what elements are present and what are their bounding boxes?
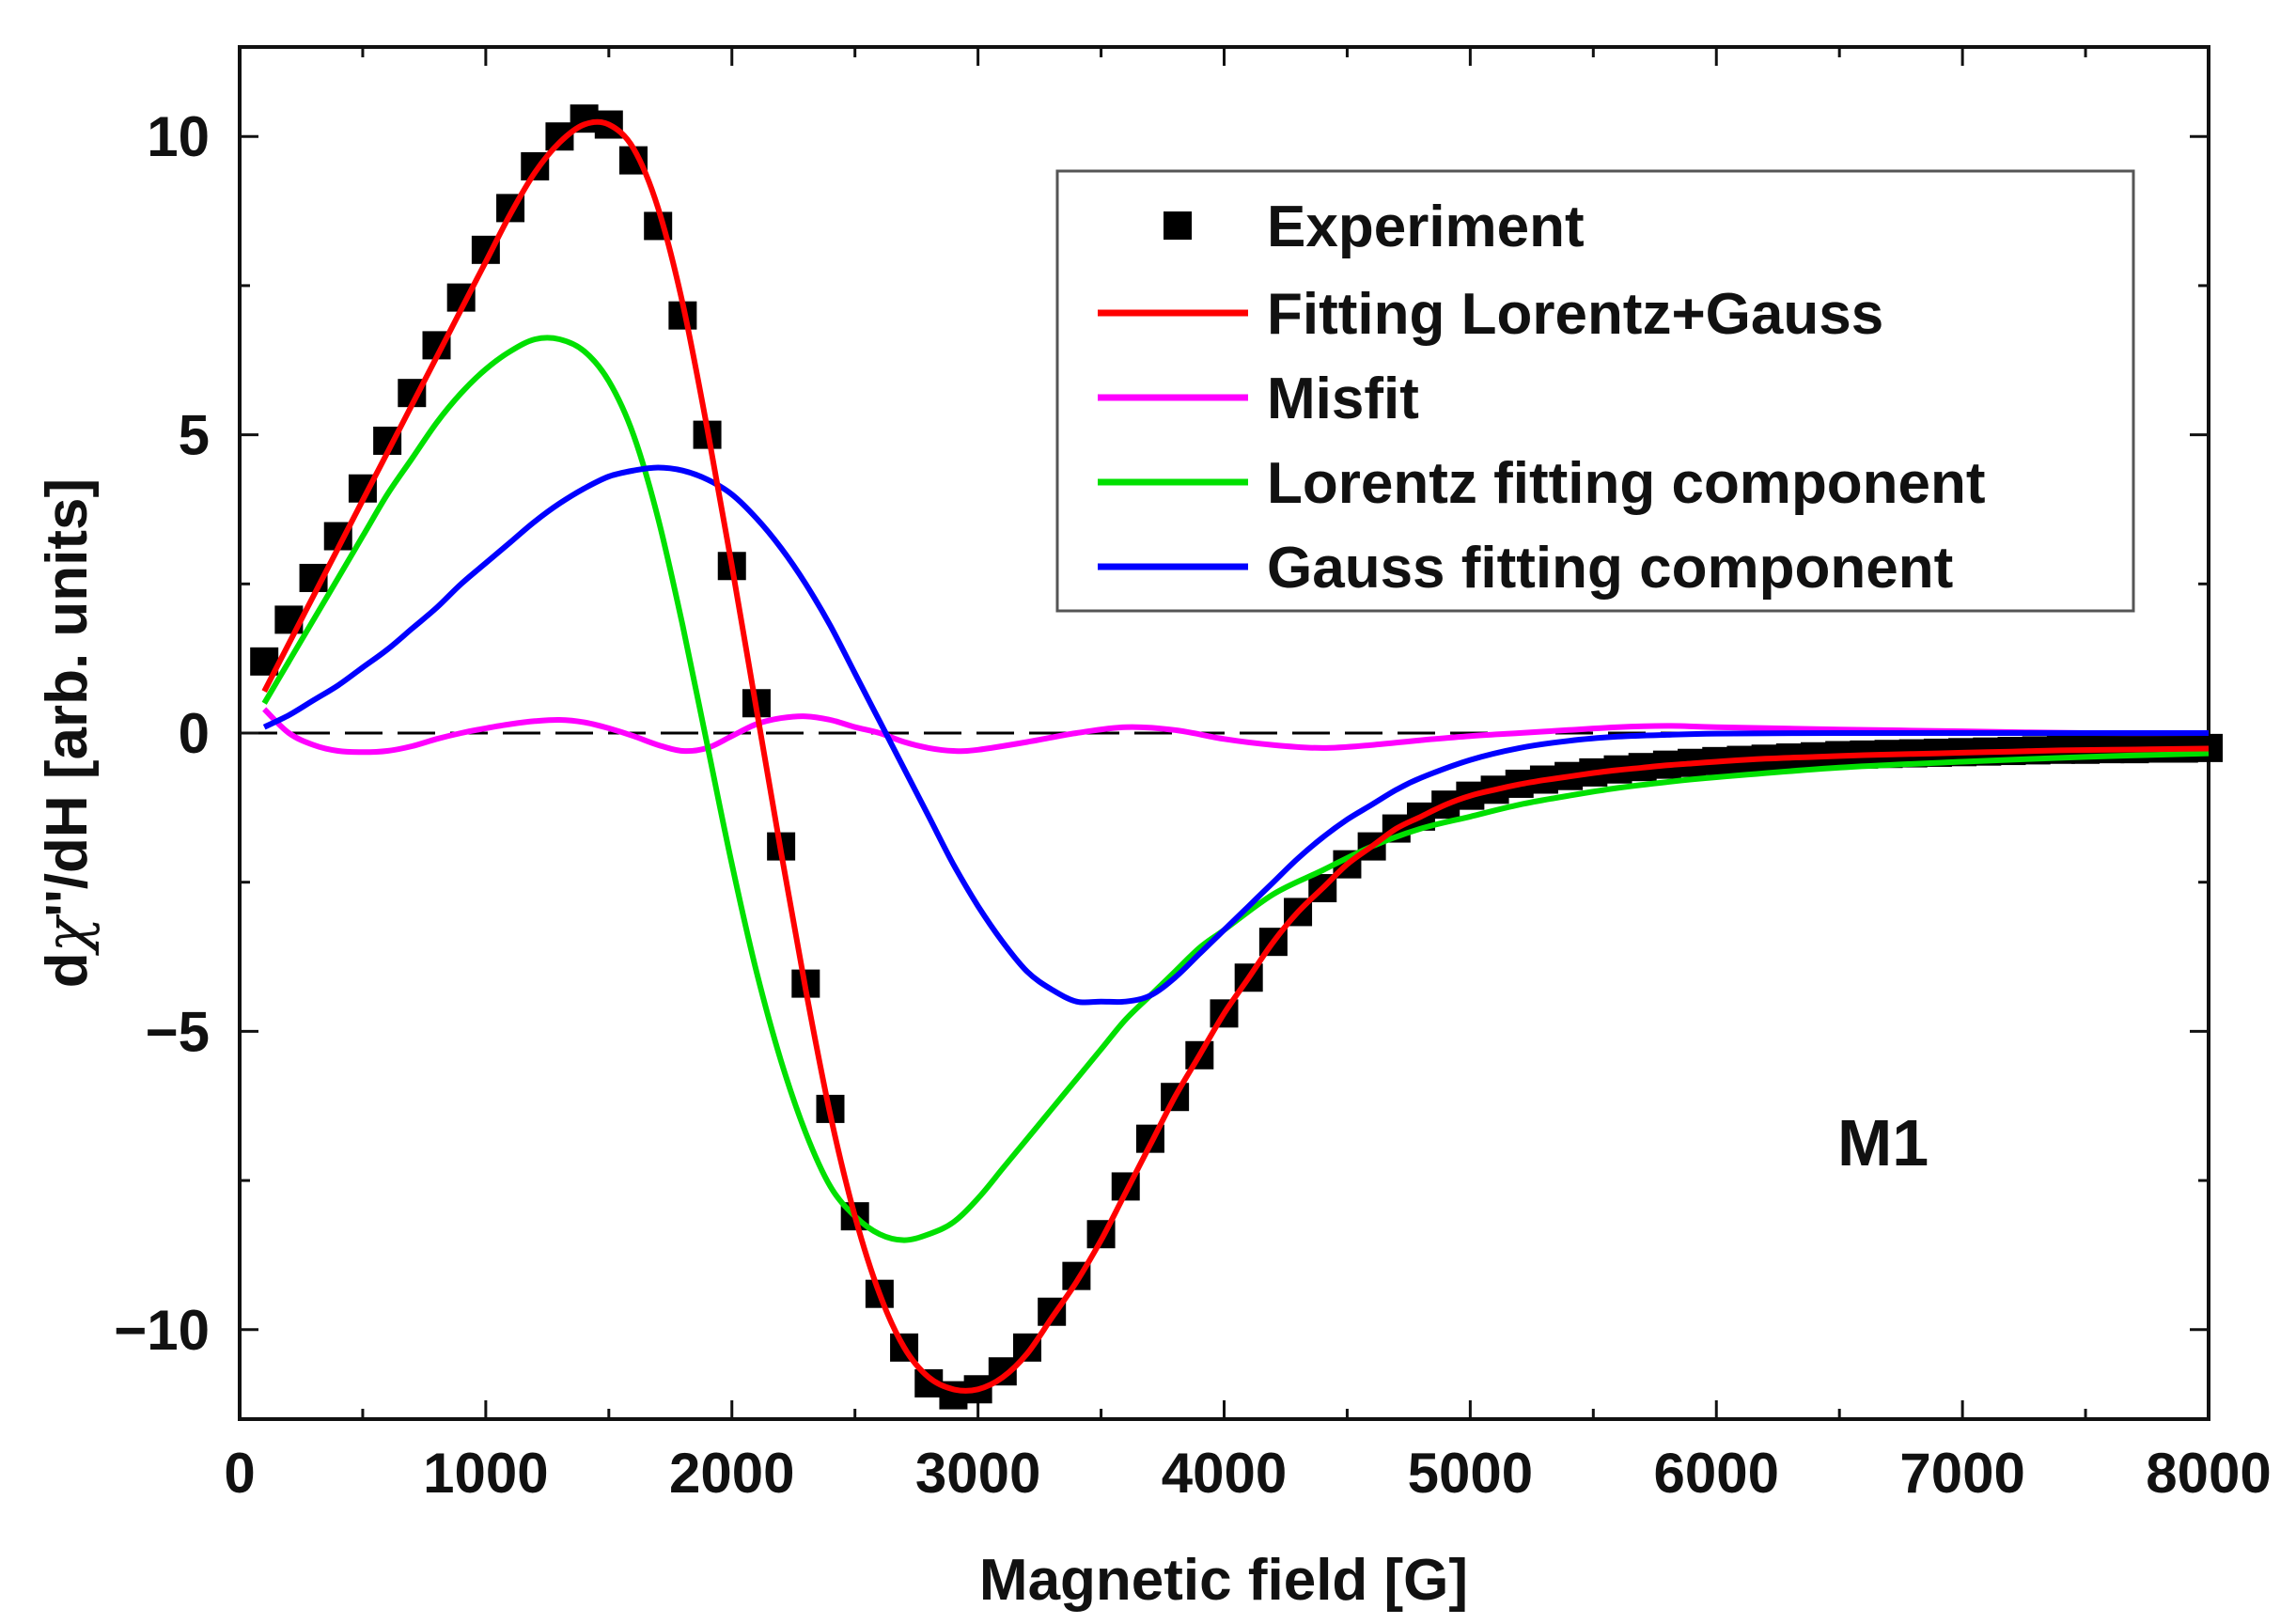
- legend: Experiment Fitting Lorentz+Gauss Misfit …: [1055, 169, 2135, 613]
- legend-label-experiment: Experiment: [1267, 195, 1585, 259]
- y-axis-label-prefix: d: [35, 952, 100, 988]
- x-tick-label: 7000: [1899, 1442, 2024, 1505]
- y-tick-label: −10: [114, 1299, 210, 1362]
- legend-label-misfit: Misfit: [1267, 367, 1419, 431]
- legend-label-lorentz: Lorentz fitting component: [1267, 451, 1986, 516]
- fit-line: [261, 118, 2210, 1394]
- legend-label-fit: Fitting Lorentz+Gauss: [1267, 282, 1883, 347]
- x-tick-label: 0: [224, 1442, 255, 1505]
- legend-label-gauss: Gauss fitting component: [1267, 536, 1953, 601]
- y-tick-label: 5: [179, 404, 210, 467]
- legend-box: [1055, 169, 2135, 613]
- y-axis-label-suffix: ''/dH [arb. units]: [35, 478, 100, 917]
- x-tick-label: 3000: [915, 1442, 1040, 1505]
- lorentz-component-line: [261, 335, 2210, 1243]
- gauss-component-line: [262, 464, 2209, 1006]
- y-tick-label: −5: [146, 1000, 210, 1063]
- x-tick-label: 8000: [2146, 1442, 2271, 1505]
- y-axis-label: dχ''/dH [arb. units]: [32, 478, 101, 988]
- x-tick-label: 1000: [423, 1442, 548, 1505]
- x-tick-label: 6000: [1654, 1442, 1779, 1505]
- y-tick-label: 0: [179, 702, 210, 765]
- x-tick-label: 5000: [1408, 1442, 1533, 1505]
- series-layer: [250, 104, 2223, 1410]
- x-tick-label: 4000: [1162, 1442, 1287, 1505]
- ticks-layer: 0 1000 2000 3000 4000 5000 6000 7000 8000 10 5 0 −5 −…: [114, 47, 2272, 1505]
- sample-annotation: M1: [1837, 1106, 1929, 1179]
- misfit-line: [262, 707, 2210, 756]
- y-tick-label: 10: [147, 105, 210, 168]
- x-tick-label: 2000: [669, 1442, 794, 1505]
- y-axis-label-chi: χ: [32, 914, 101, 956]
- legend-swatch-experiment: [1164, 211, 1192, 240]
- x-axis-label: Magnetic field [G]: [979, 1548, 1468, 1613]
